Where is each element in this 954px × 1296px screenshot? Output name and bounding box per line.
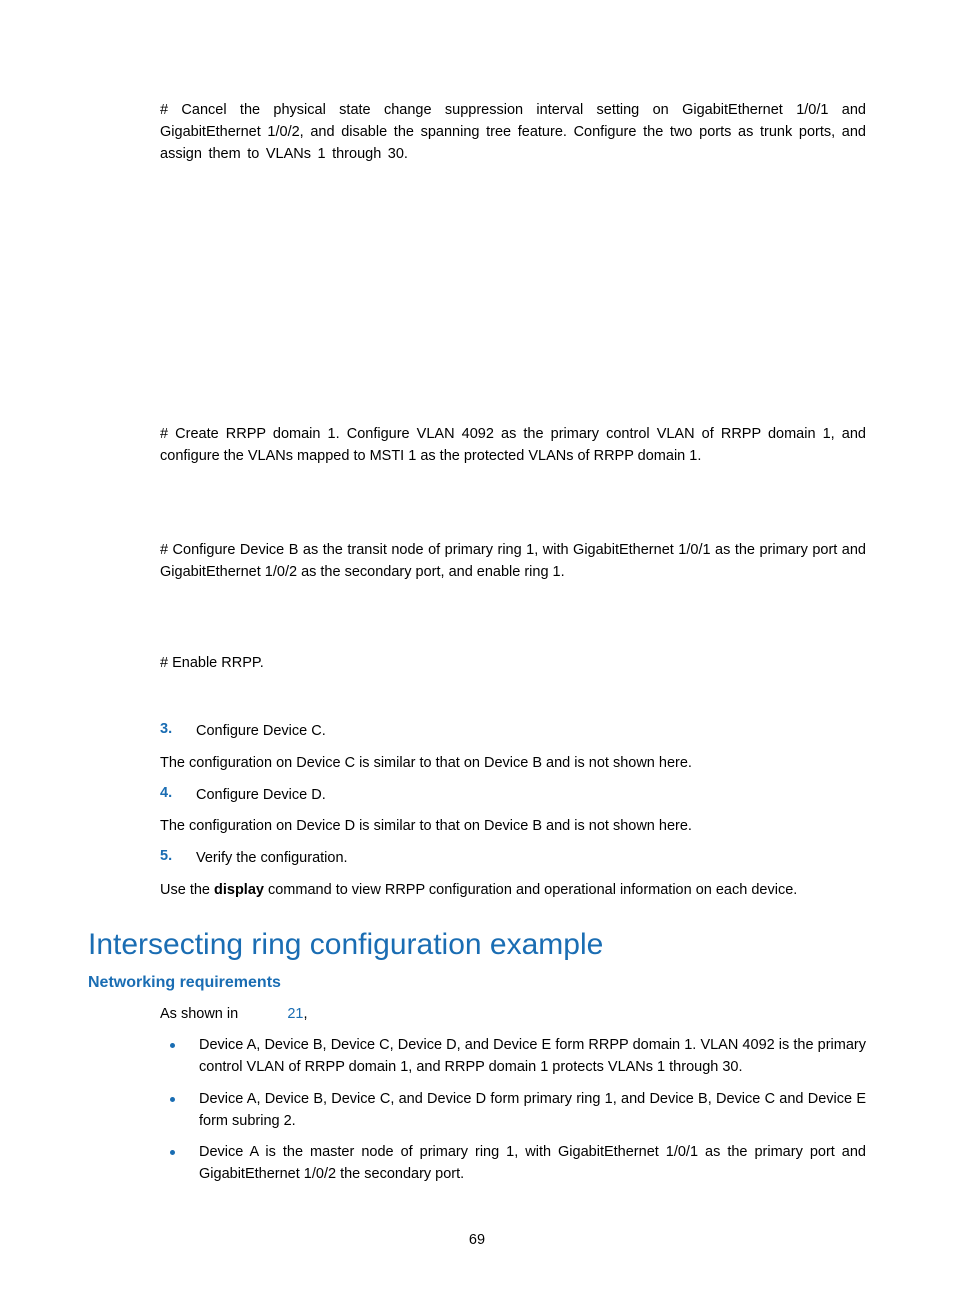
step-text: Configure Device D. (196, 785, 326, 807)
section-heading: Intersecting ring configuration example (88, 928, 866, 962)
page-number: 69 (0, 1232, 954, 1248)
text-fragment: command to view RRPP configuration and o… (264, 882, 797, 898)
step-text: Verify the configuration. (196, 848, 348, 870)
spacer (160, 179, 866, 424)
bullet-text: Device A, Device B, Device C, and Device… (199, 1089, 866, 1133)
bullet-item: Device A, Device B, Device C, and Device… (160, 1089, 866, 1133)
bold-text: display (214, 882, 264, 898)
step-number: 3. (160, 721, 178, 743)
paragraph: Use the display command to view RRPP con… (160, 880, 866, 902)
figure-link[interactable]: 21 (287, 1006, 303, 1022)
paragraph: # Create RRPP domain 1. Configure VLAN 4… (160, 424, 866, 468)
step-number: 5. (160, 848, 178, 870)
paragraph: # Enable RRPP. (160, 653, 866, 675)
step-text: Configure Device C. (196, 721, 326, 743)
bullet-text: Device A, Device B, Device C, Device D, … (199, 1035, 866, 1079)
spacer (160, 597, 866, 653)
subsection-heading: Networking requirements (88, 974, 866, 992)
paragraph: The configuration on Device C is similar… (160, 753, 866, 775)
paragraph: # Configure Device B as the transit node… (160, 540, 866, 584)
bullet-item: Device A, Device B, Device C, Device D, … (160, 1035, 866, 1079)
bullet-dot-icon (170, 1150, 175, 1155)
text-fragment: Use the (160, 882, 214, 898)
ordered-step: 4. Configure Device D. (160, 785, 866, 807)
paragraph: # Cancel the physical state change suppr… (160, 100, 866, 165)
bullet-item: Device A is the master node of primary r… (160, 1142, 866, 1186)
bullet-dot-icon (170, 1043, 175, 1048)
content-column: # Cancel the physical state change suppr… (160, 100, 866, 1186)
text-fragment: As shown in (160, 1006, 242, 1022)
spacer (160, 689, 866, 721)
ordered-step: 5. Verify the configuration. (160, 848, 866, 870)
step-number: 4. (160, 785, 178, 807)
paragraph: As shown in Figure 21, (160, 1004, 866, 1026)
page-container: # Cancel the physical state change suppr… (0, 0, 954, 1296)
ordered-step: 3. Configure Device C. (160, 721, 866, 743)
paragraph: The configuration on Device D is similar… (160, 816, 866, 838)
bullet-text: Device A is the master node of primary r… (199, 1142, 866, 1186)
bullet-list: Device A, Device B, Device C, Device D, … (160, 1035, 866, 1186)
spacer (160, 482, 866, 540)
bullet-dot-icon (170, 1097, 175, 1102)
text-fragment: , (304, 1006, 308, 1022)
